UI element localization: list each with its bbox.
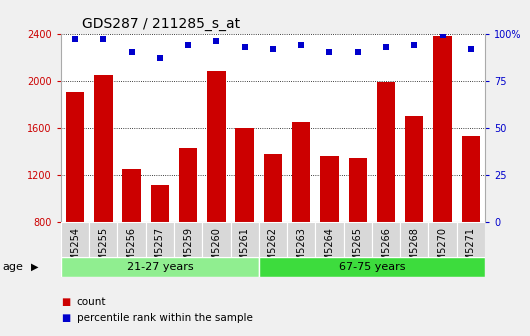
FancyBboxPatch shape xyxy=(118,222,146,257)
Text: GSM5266: GSM5266 xyxy=(381,227,391,274)
Text: GSM5270: GSM5270 xyxy=(438,227,447,274)
Bar xyxy=(207,71,226,222)
Bar xyxy=(320,156,339,222)
Text: GSM5264: GSM5264 xyxy=(324,227,334,274)
Bar xyxy=(349,158,367,222)
FancyBboxPatch shape xyxy=(343,222,372,257)
Point xyxy=(99,37,108,42)
Text: ▶: ▶ xyxy=(31,262,38,272)
FancyBboxPatch shape xyxy=(287,222,315,257)
Text: GSM5271: GSM5271 xyxy=(466,227,476,274)
Bar xyxy=(462,136,480,222)
FancyBboxPatch shape xyxy=(428,222,457,257)
Text: percentile rank within the sample: percentile rank within the sample xyxy=(77,312,253,323)
Bar xyxy=(377,82,395,222)
Point xyxy=(184,42,192,48)
Point xyxy=(325,50,334,55)
FancyBboxPatch shape xyxy=(61,222,89,257)
Point xyxy=(212,38,220,44)
Point xyxy=(438,33,447,38)
Text: GSM5254: GSM5254 xyxy=(70,227,80,274)
Point xyxy=(269,46,277,51)
Text: GSM5260: GSM5260 xyxy=(211,227,222,274)
Point xyxy=(354,50,362,55)
Point xyxy=(466,46,475,51)
Bar xyxy=(235,128,254,222)
Text: ■: ■ xyxy=(61,312,70,323)
FancyBboxPatch shape xyxy=(89,222,118,257)
FancyBboxPatch shape xyxy=(259,257,485,277)
FancyBboxPatch shape xyxy=(146,222,174,257)
FancyBboxPatch shape xyxy=(457,222,485,257)
Point xyxy=(410,42,419,48)
Text: GSM5265: GSM5265 xyxy=(353,227,363,274)
FancyBboxPatch shape xyxy=(61,257,259,277)
Text: GSM5259: GSM5259 xyxy=(183,227,193,274)
Point xyxy=(382,44,390,49)
FancyBboxPatch shape xyxy=(231,222,259,257)
Text: GDS287 / 211285_s_at: GDS287 / 211285_s_at xyxy=(82,17,240,31)
FancyBboxPatch shape xyxy=(259,222,287,257)
Text: 67-75 years: 67-75 years xyxy=(339,262,405,272)
Text: GSM5261: GSM5261 xyxy=(240,227,250,274)
Text: GSM5255: GSM5255 xyxy=(99,227,108,274)
Text: ■: ■ xyxy=(61,297,70,307)
Bar xyxy=(264,154,282,222)
Bar xyxy=(94,75,112,222)
FancyBboxPatch shape xyxy=(315,222,343,257)
Bar xyxy=(151,185,169,222)
Text: 21-27 years: 21-27 years xyxy=(127,262,193,272)
Bar xyxy=(405,116,423,222)
FancyBboxPatch shape xyxy=(174,222,202,257)
Point xyxy=(241,44,249,49)
Bar xyxy=(434,36,452,222)
Point xyxy=(71,37,80,42)
Bar xyxy=(179,148,197,222)
Bar xyxy=(66,92,84,222)
Text: GSM5262: GSM5262 xyxy=(268,227,278,274)
FancyBboxPatch shape xyxy=(372,222,400,257)
FancyBboxPatch shape xyxy=(400,222,428,257)
Text: count: count xyxy=(77,297,107,307)
Text: GSM5268: GSM5268 xyxy=(409,227,419,274)
Text: GSM5257: GSM5257 xyxy=(155,227,165,274)
Bar xyxy=(292,122,311,222)
FancyBboxPatch shape xyxy=(202,222,231,257)
Text: age: age xyxy=(3,262,23,272)
Text: GSM5263: GSM5263 xyxy=(296,227,306,274)
Point xyxy=(297,42,305,48)
Point xyxy=(127,50,136,55)
Bar xyxy=(122,169,141,222)
Point xyxy=(156,55,164,61)
Text: GSM5256: GSM5256 xyxy=(127,227,137,274)
